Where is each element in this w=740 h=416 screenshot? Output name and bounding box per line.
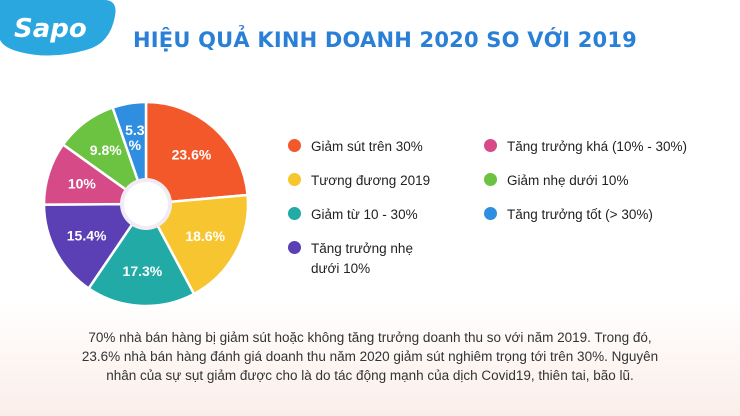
pie-slice: [42, 202, 149, 291]
pie-center-hole: [124, 182, 168, 226]
legend-label: Giảm nhẹ dưới 10%: [507, 173, 629, 188]
legend-label: Tăng trưởng khá (10% - 30%): [507, 139, 687, 154]
legend-label-line2: dưới 10%: [311, 261, 371, 276]
sapo-logo: Sapo: [0, 0, 118, 58]
summary-line-3: nhân của sự sụt giảm được cho là do tác …: [106, 368, 634, 383]
legend-label: Tăng trưởng tốt (> 30%): [507, 207, 653, 222]
pie-slice-label: 17.3%: [123, 263, 163, 279]
legend-item-tuong-duong-2019: Tương đương 2019: [288, 171, 430, 191]
legend-item-giam-nhe-duoi-10: Giảm nhẹ dưới 10%: [484, 171, 628, 191]
pie-slice: [144, 193, 250, 296]
legend-swatch: [288, 139, 301, 152]
legend-item-giam-tu-10-30: Giảm từ 10 - 30%: [288, 205, 418, 225]
summary-line-1: 70% nhà bán hàng bị giảm sút hoặc không …: [88, 330, 652, 345]
sapo-logo-text: Sapo: [14, 14, 87, 44]
legend-swatch: [288, 207, 301, 220]
legend-swatch: [484, 139, 497, 152]
legend-label-multiline: Tăng trưởng nhẹ dưới 10%: [311, 239, 413, 279]
pie-slice-label: 5.3%: [125, 122, 145, 153]
pie-slice: [144, 100, 249, 206]
legend-swatch: [484, 173, 497, 186]
legend-label: Giảm từ 10 - 30%: [311, 207, 418, 222]
legend-label: Tương đương 2019: [311, 173, 431, 188]
pie-slice: [111, 100, 148, 205]
pie-slice-label: 18.6%: [185, 228, 225, 244]
legend-label: Giảm sút trên 30%: [311, 139, 423, 154]
pie-slice-label: 15.4%: [67, 228, 107, 244]
summary-text: 70% nhà bán hàng bị giảm sút hoặc không …: [40, 328, 700, 385]
pie-slice-label: 10%: [68, 176, 97, 192]
legend-item-giam-sut-tren-30: Giảm sút trên 30%: [288, 137, 423, 157]
pie-chart-svg: 23.6% 18.6% 17.3% 15.4% 10% 9.8%5.3%: [42, 100, 250, 308]
legend-swatch: [288, 173, 301, 186]
legend-swatch: [484, 207, 497, 220]
sapo-logo-shape: Sapo: [0, 0, 116, 56]
legend-swatch: [288, 241, 301, 254]
legend-item-tang-truong-nhe: Tăng trưởng nhẹ dưới 10%: [288, 239, 413, 279]
pie-slice-label: 23.6%: [172, 146, 212, 162]
legend-label-line1: Tăng trưởng nhẹ: [311, 241, 413, 256]
legend-item-tang-truong-tot: Tăng trưởng tốt (> 30%): [484, 205, 653, 225]
pie-chart: 23.6% 18.6% 17.3% 15.4% 10% 9.8% 5.3%: [40, 98, 252, 310]
pie-slice: [86, 201, 196, 308]
pie-slice-label: 9.8%: [90, 142, 122, 158]
summary-line-2: 23.6% nhà bán hàng đánh giá doanh thu nă…: [81, 349, 659, 364]
legend: Giảm sút trên 30% Tương đương 2019 Giảm …: [288, 137, 718, 287]
legend-item-tang-truong-kha: Tăng trưởng khá (10% - 30%): [484, 137, 687, 157]
page-title: HIỆU QUẢ KINH DOANH 2020 SO VỚI 2019: [133, 28, 637, 52]
